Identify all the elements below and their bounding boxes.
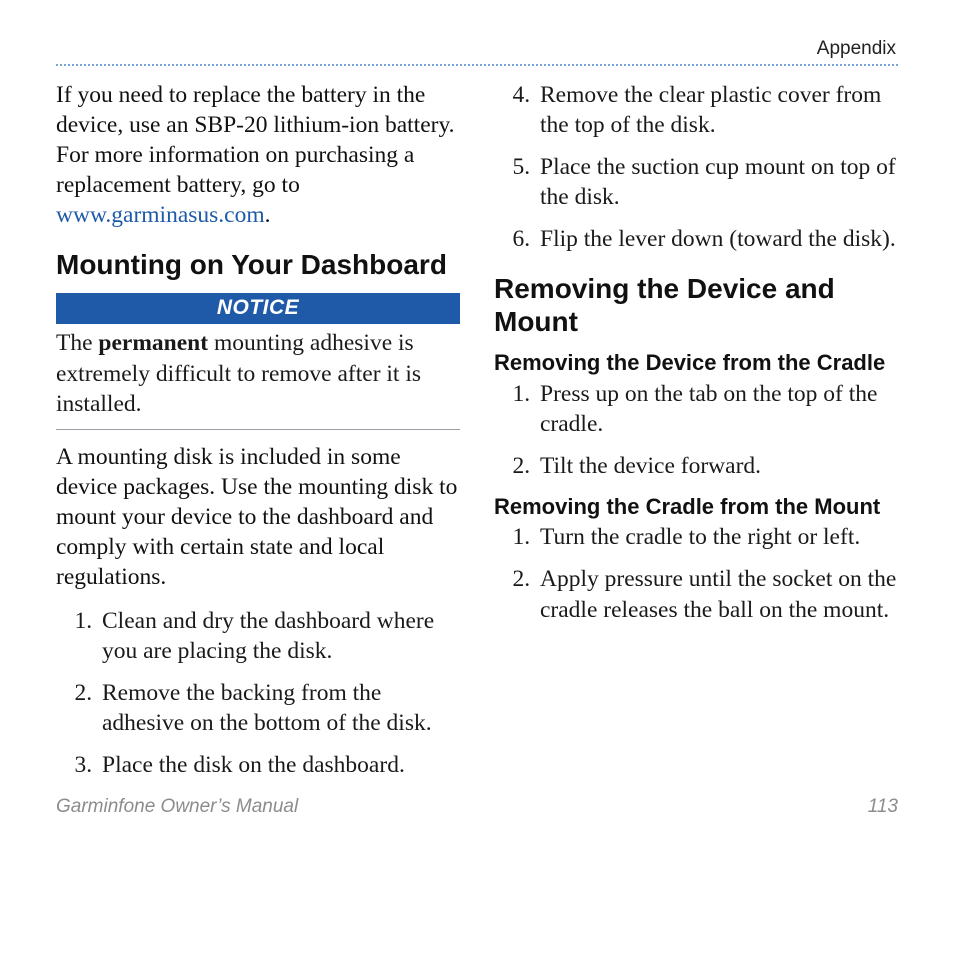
remove-device-step-2: Tilt the device forward. [536, 451, 898, 481]
step-4: Remove the clear plastic cover from the … [536, 80, 898, 140]
notice-text-a: The [56, 330, 98, 356]
battery-paragraph: If you need to replace the battery in th… [56, 80, 460, 230]
left-column: If you need to replace the battery in th… [56, 80, 460, 792]
header-rule [56, 64, 898, 66]
two-column-layout: If you need to replace the battery in th… [56, 80, 898, 792]
removing-device-subheading: Removing the Device from the Cradle [494, 350, 898, 377]
removing-cradle-subheading: Removing the Cradle from the Mount [494, 494, 898, 521]
remove-device-step-1: Press up on the tab on the top of the cr… [536, 379, 898, 439]
mounting-intro-paragraph: A mounting disk is included in some devi… [56, 442, 460, 592]
mounting-steps-right: Remove the clear plastic cover from the … [494, 80, 898, 254]
notice-text: The permanent mounting adhesive is extre… [56, 328, 460, 429]
remove-cradle-step-2: Apply pressure until the socket on the c… [536, 564, 898, 624]
notice-strong: permanent [98, 330, 208, 356]
battery-text-a: If you need to replace the battery in th… [56, 82, 455, 198]
removing-device-steps: Press up on the tab on the top of the cr… [494, 379, 898, 481]
footer-title: Garminfone Owner’s Manual [56, 796, 298, 818]
manual-page: Appendix If you need to replace the batt… [0, 0, 954, 848]
page-footer: Garminfone Owner’s Manual 113 [56, 792, 898, 818]
garminasus-link[interactable]: www.garminasus.com [56, 202, 265, 228]
battery-text-b: . [265, 202, 271, 228]
step-6: Flip the lever down (toward the disk). [536, 224, 898, 254]
running-header: Appendix [56, 38, 898, 64]
step-1: Clean and dry the dashboard where you ar… [98, 606, 460, 666]
removing-heading: Removing the Device and Mount [494, 272, 898, 338]
page-number: 113 [868, 796, 898, 818]
mounting-heading: Mounting on Your Dashboard [56, 248, 460, 281]
notice-banner: NOTICE [56, 293, 460, 324]
step-5: Place the suction cup mount on top of th… [536, 152, 898, 212]
right-column: Remove the clear plastic cover from the … [494, 80, 898, 792]
mounting-steps-left: Clean and dry the dashboard where you ar… [56, 606, 460, 780]
step-2: Remove the backing from the adhesive on … [98, 678, 460, 738]
step-3: Place the disk on the dashboard. [98, 750, 460, 780]
remove-cradle-step-1: Turn the cradle to the right or left. [536, 522, 898, 552]
header-section-label: Appendix [817, 38, 896, 60]
removing-cradle-steps: Turn the cradle to the right or left. Ap… [494, 522, 898, 624]
